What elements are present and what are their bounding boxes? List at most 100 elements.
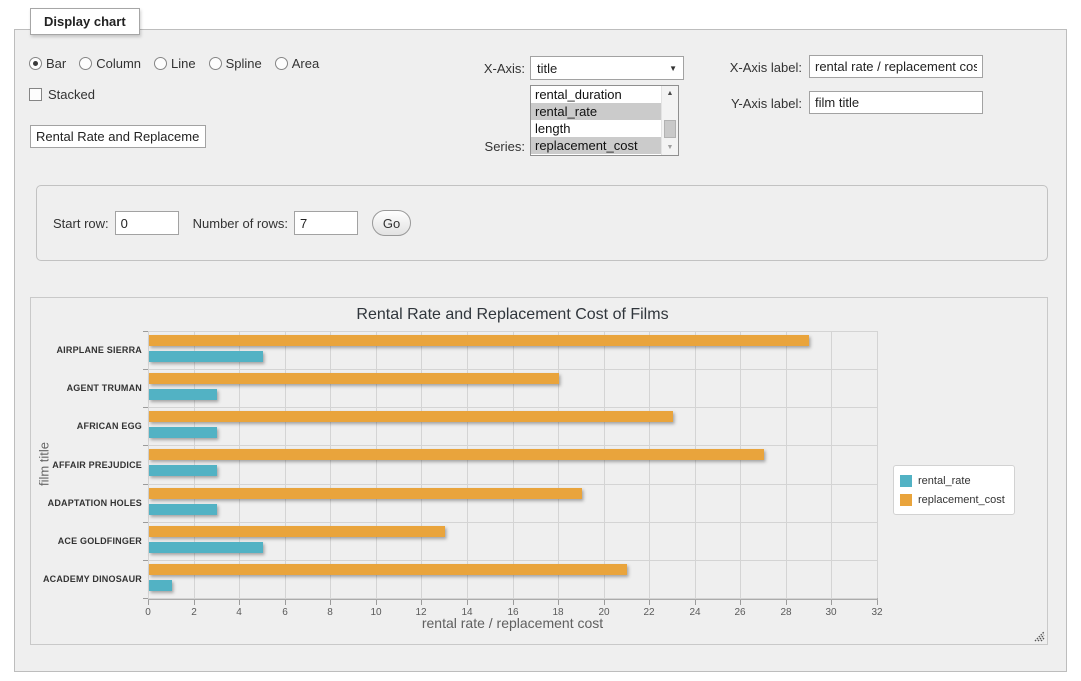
x-axis-label-input[interactable] xyxy=(809,55,983,78)
rental_rate-bar[interactable] xyxy=(149,351,263,362)
plot-area: 02468101214161820222426283032 xyxy=(148,331,877,598)
rental_rate-bar[interactable] xyxy=(149,389,217,400)
gridline xyxy=(786,331,787,598)
chart-type-radio-spline[interactable] xyxy=(209,57,222,70)
y-tick-mark xyxy=(143,598,148,599)
start-row-label: Start row: xyxy=(53,216,109,231)
scrollbar-thumb[interactable] xyxy=(664,120,676,138)
replacement_cost-bar[interactable] xyxy=(149,449,764,460)
rental_rate-bar[interactable] xyxy=(149,542,263,553)
y-axis-label-input[interactable] xyxy=(809,91,983,114)
gridline xyxy=(148,484,877,485)
chart-title: Rental Rate and Replacement Cost of Film… xyxy=(148,306,877,324)
gridline xyxy=(285,331,286,598)
gridline xyxy=(877,331,878,598)
x-tick-mark xyxy=(239,600,240,605)
go-button[interactable]: Go xyxy=(372,210,411,236)
chart-title-input[interactable] xyxy=(30,125,206,148)
chart-type-label: Column xyxy=(96,56,141,71)
category-label: AGENT TRUMAN xyxy=(37,383,142,393)
category-label: ACADEMY DINOSAUR xyxy=(37,574,142,584)
legend-label: rental_rate xyxy=(918,475,971,487)
gridline xyxy=(148,522,877,523)
x-tick-mark xyxy=(513,600,514,605)
x-tick-mark xyxy=(558,600,559,605)
start-row-input[interactable] xyxy=(115,211,179,235)
gridline xyxy=(513,331,514,598)
rental_rate-bar[interactable] xyxy=(149,427,217,438)
chart-type-radio-area[interactable] xyxy=(275,57,288,70)
x-tick-mark xyxy=(148,600,149,605)
x-tick-mark xyxy=(604,600,605,605)
category-label: AFRICAN EGG xyxy=(37,421,142,431)
stacked-row: Stacked xyxy=(29,87,95,102)
series-option-rental_duration[interactable]: rental_duration xyxy=(531,86,661,103)
chart-type-radio-line[interactable] xyxy=(154,57,167,70)
panel-title: Display chart xyxy=(30,8,140,35)
gridline xyxy=(330,331,331,598)
x-tick-mark xyxy=(421,600,422,605)
chart-type-option-area: Area xyxy=(275,56,319,71)
resize-handle-icon[interactable] xyxy=(1033,630,1045,642)
chart-container: Rental Rate and Replacement Cost of Film… xyxy=(30,297,1048,645)
replacement_cost-bar[interactable] xyxy=(149,526,445,537)
gridline xyxy=(148,331,877,332)
chart-type-radio-bar[interactable] xyxy=(29,57,42,70)
x-tick-mark xyxy=(695,600,696,605)
x-tick-mark xyxy=(285,600,286,605)
gridline xyxy=(148,369,877,370)
gridline xyxy=(148,598,877,599)
x-tick-mark xyxy=(786,600,787,605)
replacement_cost-bar[interactable] xyxy=(149,373,559,384)
legend-label: replacement_cost xyxy=(918,494,1005,506)
x-axis-label-label: X-Axis label: xyxy=(656,60,802,75)
category-label: ACE GOLDFINGER xyxy=(37,536,142,546)
y-tick-mark xyxy=(143,484,148,485)
y-axis-label-label: Y-Axis label: xyxy=(656,96,802,111)
x-tick-mark xyxy=(194,600,195,605)
chart-type-label: Spline xyxy=(226,56,262,71)
replacement_cost-bar[interactable] xyxy=(149,335,809,346)
gridline xyxy=(239,331,240,598)
rental_rate-bar[interactable] xyxy=(149,504,217,515)
chart-type-radio-column[interactable] xyxy=(79,57,92,70)
legend-swatch-icon xyxy=(900,475,912,487)
chart-type-option-line: Line xyxy=(154,56,196,71)
series-option-length[interactable]: length xyxy=(531,120,661,137)
replacement_cost-bar[interactable] xyxy=(149,488,582,499)
x-tick-mark xyxy=(376,600,377,605)
rental_rate-bar[interactable] xyxy=(149,580,172,591)
stacked-checkbox[interactable] xyxy=(29,88,42,101)
rental_rate-bar[interactable] xyxy=(149,465,217,476)
gridline xyxy=(649,331,650,598)
num-rows-input[interactable] xyxy=(294,211,358,235)
gridline xyxy=(421,331,422,598)
replacement_cost-bar[interactable] xyxy=(149,564,627,575)
series-option-replacement_cost[interactable]: replacement_cost xyxy=(531,137,661,154)
series-options: rental_durationrental_ratelengthreplacem… xyxy=(531,86,661,155)
gridline xyxy=(740,331,741,598)
x-tick-mark xyxy=(649,600,650,605)
x-tick-mark xyxy=(831,600,832,605)
chart-type-option-column: Column xyxy=(79,56,141,71)
series-option-rental_rate[interactable]: rental_rate xyxy=(531,103,661,120)
gridline xyxy=(558,331,559,598)
x-axis-selected-value: title xyxy=(537,61,557,76)
gridline xyxy=(376,331,377,598)
chart-x-axis-title: rental rate / replacement cost xyxy=(148,615,877,631)
x-tick-mark xyxy=(467,600,468,605)
chart-type-option-spline: Spline xyxy=(209,56,262,71)
rows-form: Start row: Number of rows: Go xyxy=(36,185,1048,261)
y-tick-mark xyxy=(143,407,148,408)
gridline xyxy=(148,445,877,446)
scroll-down-icon[interactable]: ▼ xyxy=(662,140,678,155)
chart-legend: rental_rate replacement_cost xyxy=(893,465,1015,515)
legend-item-rental_rate[interactable]: rental_rate xyxy=(900,471,1005,490)
legend-item-replacement_cost[interactable]: replacement_cost xyxy=(900,490,1005,509)
gridline xyxy=(148,560,877,561)
replacement_cost-bar[interactable] xyxy=(149,411,673,422)
gridline xyxy=(695,331,696,598)
y-tick-mark xyxy=(143,522,148,523)
gridline xyxy=(604,331,605,598)
y-tick-mark xyxy=(143,331,148,332)
